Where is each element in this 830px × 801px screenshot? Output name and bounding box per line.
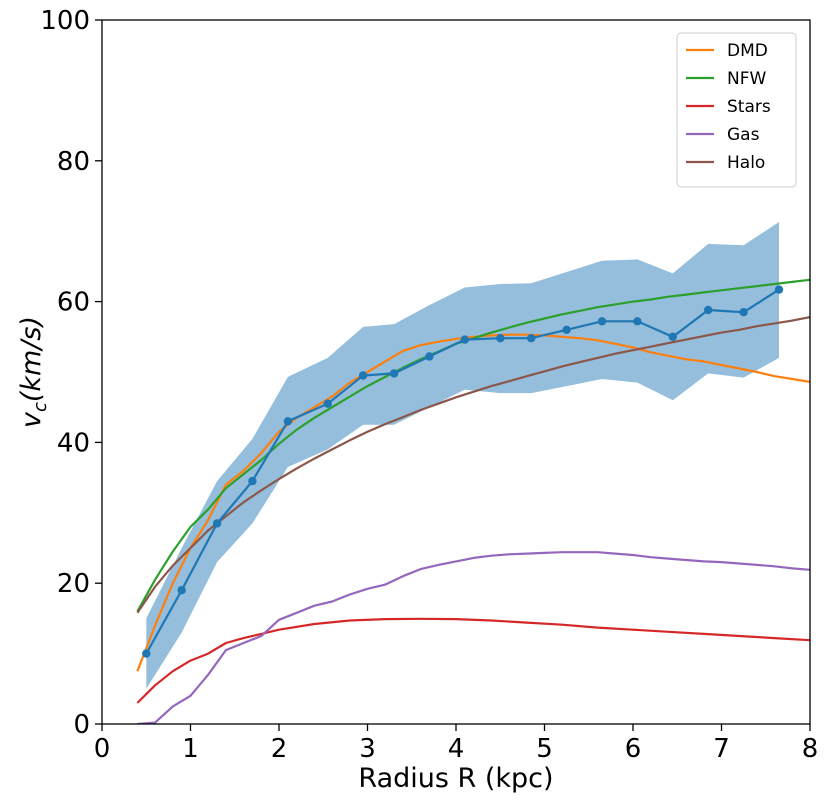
- legend-label-gas: Gas: [727, 125, 760, 145]
- legend-label-nfw: NFW: [727, 69, 766, 89]
- x-tick-label: 3: [359, 734, 376, 764]
- series-line-halo: [136, 316, 810, 614]
- model-series-layer: [136, 278, 810, 724]
- observed-point: [739, 308, 748, 317]
- y-tick-label: 100: [40, 6, 90, 36]
- x-tick-label: 8: [802, 734, 819, 764]
- observed-point: [633, 317, 642, 326]
- observed-point: [248, 476, 257, 486]
- uncertainty-band-layer: [146, 222, 780, 689]
- observed-point: [704, 305, 713, 315]
- x-tick-label: 2: [271, 734, 288, 764]
- y-tick-label: 80: [57, 147, 90, 177]
- observed-point: [425, 352, 434, 361]
- legend-box: [676, 32, 797, 188]
- observed-point: [562, 325, 571, 334]
- y-tick-label: 20: [57, 569, 90, 599]
- chart-legend: DMD NFW Stars Gas Halo: [676, 32, 797, 188]
- observed-point: [177, 586, 186, 595]
- series-line-dmd: [136, 333, 810, 672]
- x-tick-label: 0: [94, 734, 111, 764]
- x-axis-label: Radius R (kpc): [358, 763, 553, 794]
- legend-label-dmd: DMD: [727, 41, 768, 61]
- observed-point: [668, 332, 677, 341]
- y-axis-label: vc(km/s): [16, 316, 51, 428]
- observed-point: [212, 519, 222, 528]
- observed-point: [389, 369, 399, 378]
- x-tick-label: 6: [625, 734, 642, 764]
- series-line-gas: [137, 551, 810, 724]
- observed-point: [496, 334, 505, 343]
- series-line-stars: [136, 617, 810, 704]
- x-tick-label: 7: [713, 734, 730, 764]
- observed-point: [323, 399, 332, 408]
- x-tick-label: 4: [448, 734, 465, 764]
- y-tick-label: 40: [57, 428, 90, 458]
- observed-point: [283, 417, 293, 426]
- observed-point: [460, 335, 469, 344]
- legend-label-stars: Stars: [727, 97, 771, 117]
- y-axis-label-main: v: [16, 411, 47, 428]
- y-tick-label: 0: [73, 710, 90, 740]
- observed-point: [774, 285, 784, 294]
- observed-point: [358, 371, 368, 380]
- x-tick-label: 1: [182, 734, 199, 764]
- x-tick-label: 5: [536, 734, 553, 764]
- observed-point: [142, 649, 151, 658]
- observed-point: [527, 334, 536, 343]
- y-tick-label: 60: [57, 288, 90, 318]
- legend-label-halo: Halo: [727, 153, 765, 173]
- observed-point: [597, 317, 607, 326]
- observed-data-layer: [142, 285, 784, 658]
- y-axis-label-subscript: c: [30, 402, 51, 412]
- uncertainty-band: [146, 222, 780, 689]
- y-axis-label-units: (km/s): [16, 316, 47, 402]
